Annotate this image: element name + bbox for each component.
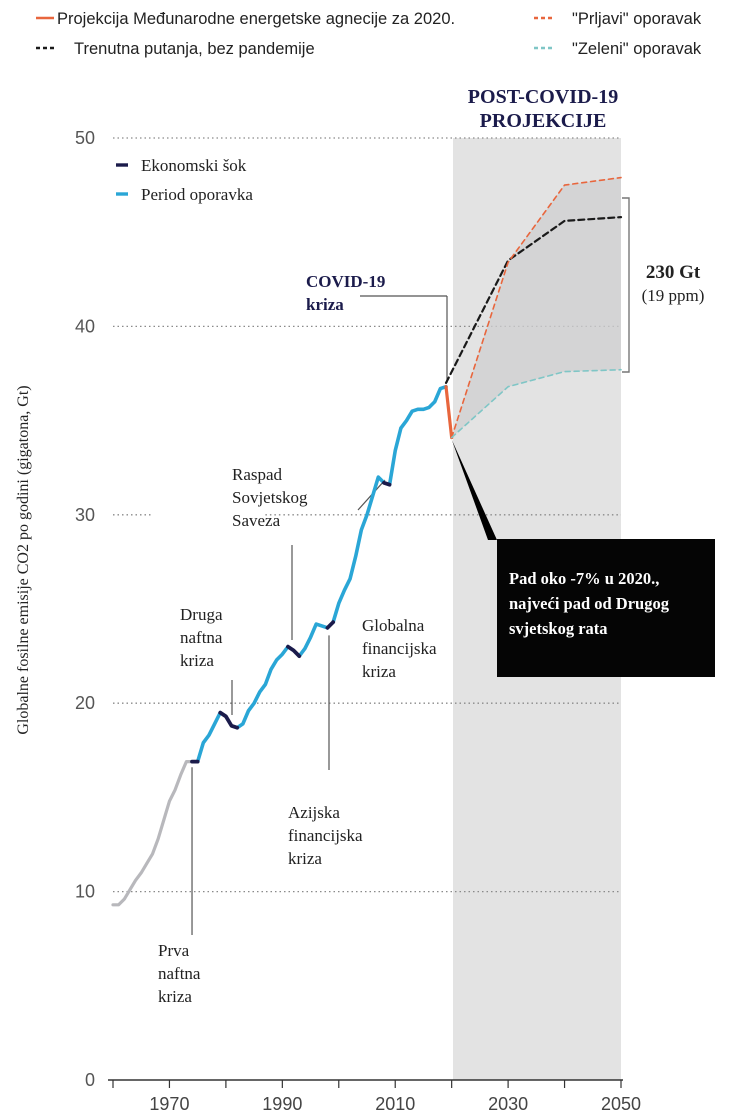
- recovery-series-line: [387, 384, 448, 487]
- recovery-series-line: [195, 710, 223, 764]
- annotation-line: kriza: [158, 987, 192, 1006]
- annotation-line: PROJEKCIJE: [480, 110, 607, 132]
- dirty-recovery-line: [450, 176, 622, 439]
- annotation-drop: Pad oko -7% u 2020., najveći pad od Drugo…: [509, 569, 670, 638]
- shock-series-line: [325, 620, 336, 630]
- scenario-band: [451, 177, 621, 438]
- recovery-series-line: [297, 622, 330, 658]
- recovery-series-line: [331, 475, 386, 624]
- annotation-line: kriza: [288, 849, 322, 868]
- annotation-leader-lines: [191, 197, 630, 935]
- legend-label: Projekcija Međunarodne energetske agneci…: [57, 10, 455, 28]
- x-tick-label: 2050: [601, 1094, 641, 1114]
- annotation-line: Azijska: [288, 803, 340, 822]
- annotation-azijska: Azijska financijska kriza: [288, 803, 363, 868]
- annotation-line: kriza: [180, 651, 214, 670]
- y-axis-label: Globalne fosilne emisije CO2 po godini (…: [15, 385, 32, 734]
- annotation-line: Saveza: [232, 511, 281, 530]
- annotation-line: najveći pad od Drugog: [509, 594, 670, 613]
- annotation-druga: Druga naftna kriza: [180, 605, 223, 670]
- y-tick-label: 40: [75, 316, 95, 336]
- annotation-line: naftna: [180, 628, 223, 647]
- annotation-line: POST-COVID-19: [468, 86, 618, 108]
- y-tick-label: 30: [75, 505, 95, 525]
- annotation-line: (19 ppm): [642, 286, 705, 305]
- annotation-raspad: Raspad Sovjetskog Saveza: [232, 465, 308, 530]
- green-recovery-line: [450, 368, 622, 439]
- x-tick-label: 2030: [488, 1094, 528, 1114]
- shock-series-line: [382, 480, 392, 487]
- trend-no-pandemic-line: [444, 216, 623, 385]
- annotation-line: Pad oko -7% u 2020.,: [509, 569, 659, 588]
- callout-pointer: [451, 439, 497, 540]
- annotation-line: naftna: [158, 964, 201, 983]
- annotation-line: kriza: [362, 662, 396, 681]
- annotation-line: kriza: [306, 295, 344, 314]
- historical-series-line: [111, 760, 194, 907]
- projection-band: [451, 177, 621, 438]
- annotation-line: Druga: [180, 605, 223, 624]
- shock-series-line: [286, 644, 302, 658]
- legend-label: "Zeleni" oporavak: [572, 40, 702, 58]
- y-tick-label: 0: [85, 1070, 95, 1090]
- annotation-prva: Prva naftna kriza: [158, 941, 201, 1006]
- y-tick-label: 50: [75, 128, 95, 148]
- annotation-line: Globalna: [362, 616, 425, 635]
- iea-2020-projection-line: [444, 385, 454, 440]
- legends: Projekcija Međunarodne energetske agneci…: [36, 10, 702, 204]
- annotation-line: Prva: [158, 941, 190, 960]
- annotation-line: financijska: [362, 639, 437, 658]
- x-tick-label: 2010: [375, 1094, 415, 1114]
- annotation-line: Raspad: [232, 465, 283, 484]
- annotation-line: COVID-19: [306, 272, 385, 291]
- annotations: POST-COVID-19 PROJEKCIJE COVID-19 kriza 230 …: [158, 86, 715, 1006]
- annotation-globalna: Globalna financijska kriza: [362, 616, 437, 681]
- recovery-series-line: [235, 644, 290, 730]
- annotation-line: financijska: [288, 826, 363, 845]
- annotation-post-covid: POST-COVID-19 PROJEKCIJE: [468, 86, 618, 132]
- annotation-line: Sovjetskog: [232, 488, 308, 507]
- x-tick-label: 1970: [149, 1094, 189, 1114]
- annotation-covid: COVID-19 kriza: [306, 272, 385, 314]
- annotation-line: svjetskog rata: [509, 619, 608, 638]
- series-lines: [111, 176, 623, 907]
- annotation-line: 230 Gt: [646, 262, 701, 283]
- legend-label: "Prljavi" oporavak: [572, 10, 702, 28]
- legend-label: Trenutna putanja, bez pandemije: [74, 40, 315, 58]
- annotation-gt: 230 Gt (19 ppm): [642, 262, 705, 305]
- shock-series-line: [218, 710, 240, 730]
- inner-legend-label: Period oporavka: [141, 185, 253, 204]
- drop-callout-box: [497, 539, 715, 677]
- inner-legend-label: Ekonomski šok: [141, 156, 247, 175]
- x-tick-label: 1990: [262, 1094, 302, 1114]
- y-tick-label: 10: [75, 882, 95, 902]
- y-tick-label: 20: [75, 693, 95, 713]
- bracket: [622, 197, 630, 373]
